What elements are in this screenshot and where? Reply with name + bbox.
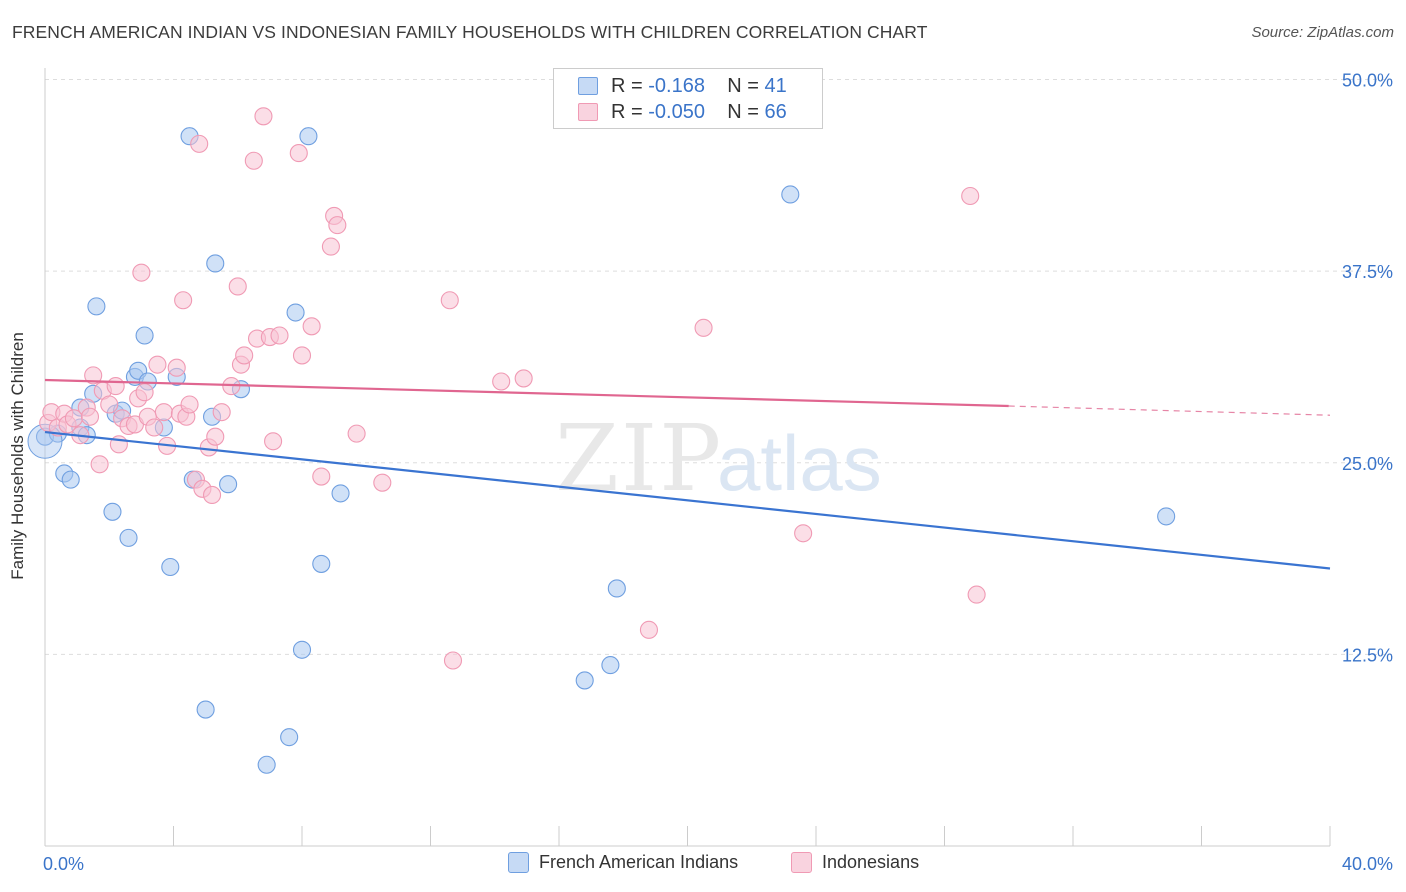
data-point — [440, 291, 459, 310]
data-point — [514, 369, 533, 388]
data-point — [180, 395, 199, 414]
data-point — [321, 237, 340, 256]
data-point — [292, 640, 312, 659]
data-point — [694, 318, 713, 337]
data-point — [328, 216, 347, 235]
y-tick-label: 25.0% — [1342, 454, 1393, 474]
legend-swatch-pink — [791, 852, 812, 873]
n-label: N = — [727, 101, 765, 123]
data-point — [244, 151, 263, 170]
axes — [44, 68, 1331, 847]
y-tick-label: 37.5% — [1342, 262, 1393, 282]
n-value: 41 — [764, 75, 787, 97]
data-point — [106, 377, 125, 396]
data-point — [196, 700, 215, 719]
data-point — [103, 502, 122, 521]
n-value: 66 — [764, 101, 787, 123]
trend-line — [44, 378, 1009, 408]
data-point — [119, 528, 138, 547]
data-point — [145, 418, 164, 437]
data-point — [161, 557, 180, 577]
r-value: -0.050 — [648, 101, 705, 123]
data-point — [781, 185, 800, 204]
r-value: -0.168 — [648, 75, 705, 97]
data-point — [206, 427, 225, 446]
data-point — [961, 186, 980, 206]
data-point — [347, 424, 366, 443]
x-tick-label: 0.0% — [43, 854, 84, 874]
data-point — [257, 755, 276, 774]
data-point — [228, 277, 247, 296]
data-point — [84, 366, 103, 385]
y-tick-label: 50.0% — [1342, 71, 1393, 91]
data-point — [794, 524, 813, 543]
data-point — [148, 355, 167, 374]
legend-swatch-blue — [578, 77, 598, 95]
trend-line-extension — [1008, 405, 1331, 416]
gridlines — [45, 79, 1392, 655]
x-tick-label: 40.0% — [1342, 854, 1393, 874]
data-point — [135, 326, 154, 345]
legend-label: Indonesians — [822, 852, 920, 872]
source-label: Source: ZipAtlas.com — [1251, 24, 1394, 41]
r-label: R = — [611, 101, 649, 123]
data-point — [190, 134, 209, 153]
data-point — [575, 671, 594, 690]
data-point — [286, 303, 305, 322]
trend-lines — [44, 378, 1331, 570]
data-point — [90, 455, 109, 474]
data-point — [607, 579, 626, 598]
y-axis-label: Family Households with Children — [8, 332, 27, 580]
data-point — [299, 127, 318, 146]
data-point — [289, 144, 308, 163]
data-point — [373, 473, 392, 492]
data-point — [154, 403, 173, 422]
data-point — [174, 291, 193, 310]
data-point — [203, 485, 222, 504]
r-label: R = — [611, 75, 649, 97]
series-indonesians-points — [39, 107, 986, 670]
legend-swatch-pink — [578, 103, 598, 121]
legend-label: French American Indians — [539, 852, 739, 872]
data-point — [331, 484, 350, 503]
y-tick-label: 12.5% — [1342, 645, 1393, 665]
data-point — [280, 728, 299, 747]
data-point — [443, 651, 463, 670]
data-point — [264, 432, 283, 451]
data-point — [167, 358, 186, 377]
chart-title: FRENCH AMERICAN INDIAN VS INDONESIAN FAM… — [12, 22, 928, 42]
data-point — [100, 395, 119, 414]
data-point — [80, 407, 100, 426]
correlation-text: R = -0.050 N = 66 — [611, 101, 787, 124]
data-point — [302, 317, 321, 336]
data-point — [235, 346, 254, 365]
data-point — [212, 403, 231, 422]
data-point — [206, 254, 225, 273]
tick-labels: 12.5% 25.0% 37.5% 50.0% 0.0% 40.0% — [43, 71, 1393, 875]
data-point — [967, 585, 986, 604]
legend-swatch-blue — [508, 852, 529, 873]
data-point — [292, 346, 312, 365]
data-point — [312, 554, 331, 573]
data-point — [132, 263, 151, 282]
data-point — [61, 470, 80, 489]
data-point — [219, 475, 238, 494]
trend-line — [44, 430, 1331, 570]
data-point — [601, 656, 620, 675]
data-point — [135, 383, 154, 402]
correlation-text: R = -0.168 N = 41 — [611, 75, 787, 98]
watermark-atlas: atlas — [717, 419, 882, 507]
data-point — [312, 467, 331, 486]
correlation-legend: R = -0.168 N = 41 R = -0.050 N = 66 — [553, 68, 823, 129]
data-point — [87, 297, 106, 316]
data-point — [270, 326, 289, 345]
data-point — [254, 107, 273, 126]
data-point — [639, 620, 659, 639]
data-point — [1157, 507, 1176, 526]
n-label: N = — [727, 75, 765, 97]
data-point — [492, 372, 511, 391]
